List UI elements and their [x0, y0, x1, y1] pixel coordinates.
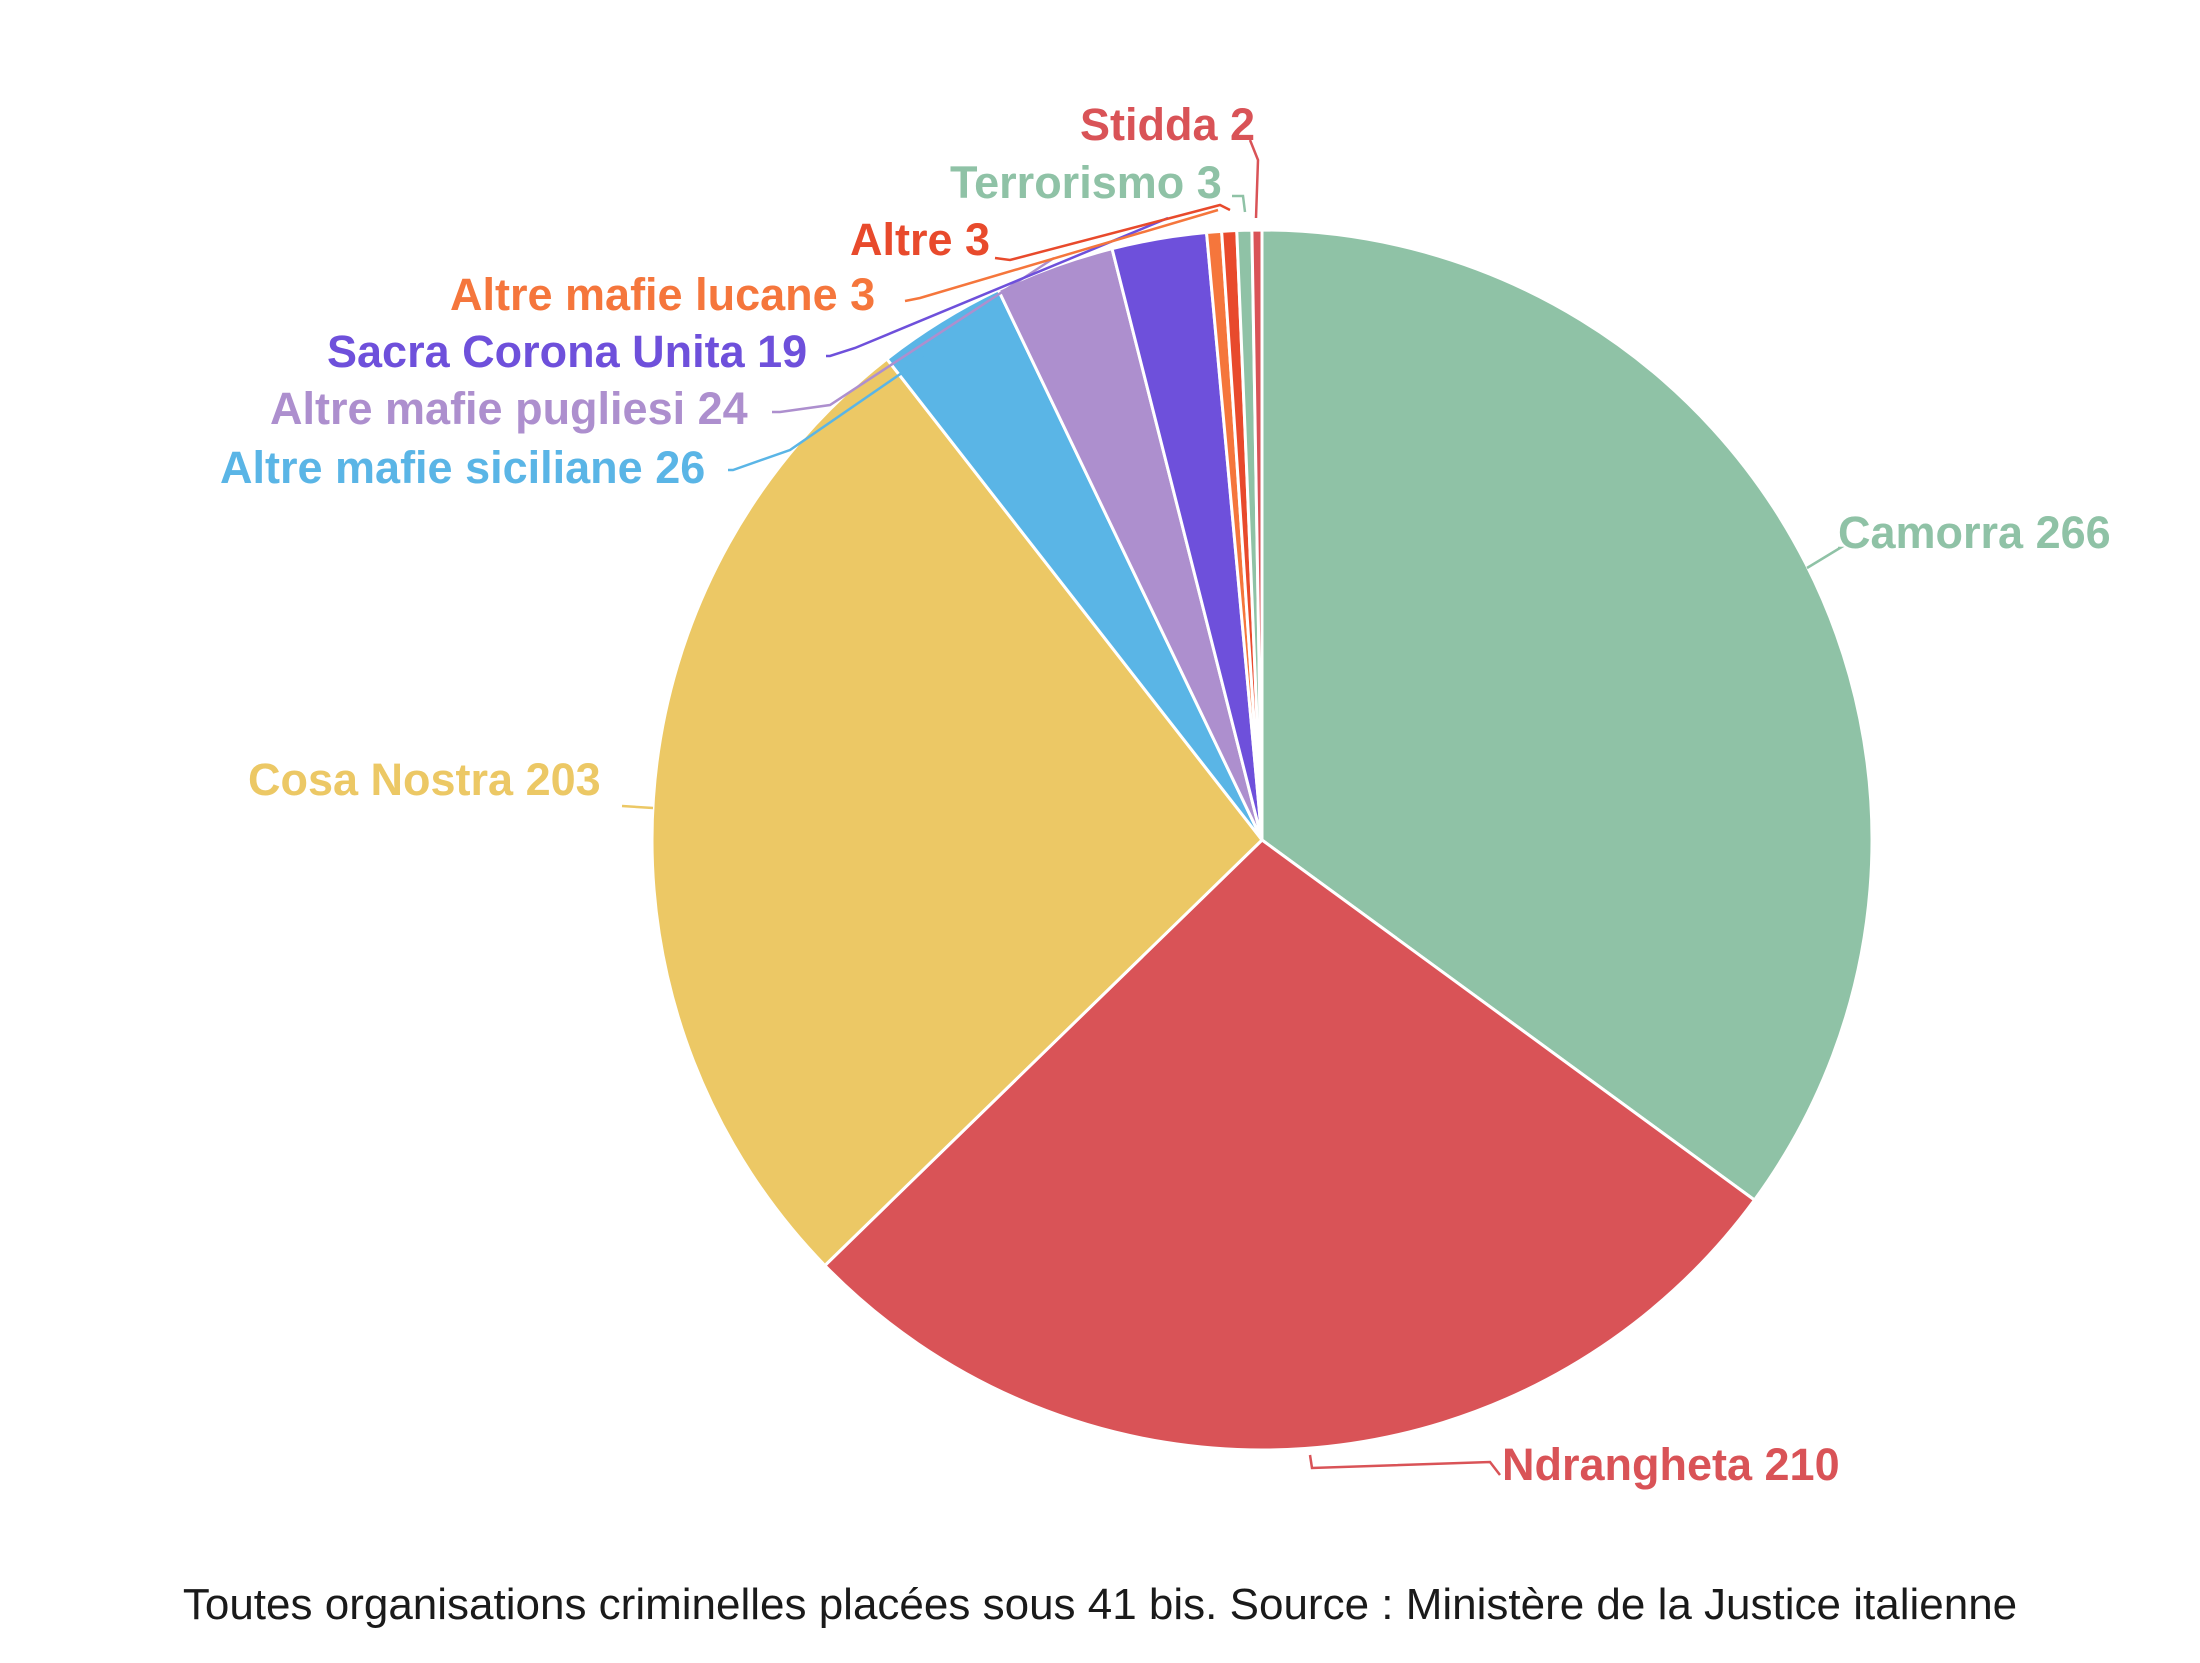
- slice-label-stidda: Stidda 2: [1080, 99, 1255, 150]
- slice-label-altre-mafie-lucane: Altre mafie lucane 3: [450, 269, 875, 320]
- slice-label-altre-mafie-pugliesi: Altre mafie pugliesi 24: [270, 383, 748, 434]
- leader-line-altre: [994, 203, 1231, 262]
- slice-label-ndrangheta: Ndrangheta 210: [1502, 1439, 1840, 1490]
- pie-slice-camorra: [1260, 228, 1874, 1203]
- leader-line-terrorismo: [1232, 194, 1247, 213]
- leader-line-altre-mafie-lucane: [904, 208, 1219, 303]
- leader-line-ndrangheta: [1308, 1454, 1501, 1476]
- slice-label-cosa-nostra: Cosa Nostra 203: [248, 754, 601, 805]
- pie-slice-ndrangheta: [822, 838, 1757, 1452]
- pie-slices: [650, 228, 1874, 1452]
- slice-label-altre: Altre 3: [850, 214, 990, 265]
- slice-label-camorra: Camorra 266: [1838, 507, 2111, 558]
- pie-slice-cosa-nostra: [650, 356, 1265, 1268]
- label-leader-lines: [621, 139, 1845, 1476]
- leader-line-stidda: [1248, 139, 1260, 219]
- leader-line-altre-mafie-pugliesi: [772, 256, 1055, 414]
- slice-label-altre-mafie-siciliane: Altre mafie siciliane 26: [220, 442, 705, 493]
- slice-label-sacra-corona-unita: Sacra Corona Unita 19: [327, 326, 807, 377]
- slice-label-terrorismo: Terrorismo 3: [950, 157, 1222, 208]
- leader-line-camorra: [1806, 546, 1845, 570]
- slice-labels: Camorra 266 Ndrangheta 210 Cosa Nostra 203…: [220, 99, 2111, 1490]
- chart-caption: Toutes organisations criminelles placées…: [182, 1580, 2018, 1629]
- leader-line-sacra-corona-unita: [826, 216, 1169, 358]
- leader-line-cosa-nostra: [621, 804, 654, 810]
- leader-line-altre-mafie-siciliane: [728, 355, 926, 472]
- pie-slice-stidda: [1250, 228, 1264, 841]
